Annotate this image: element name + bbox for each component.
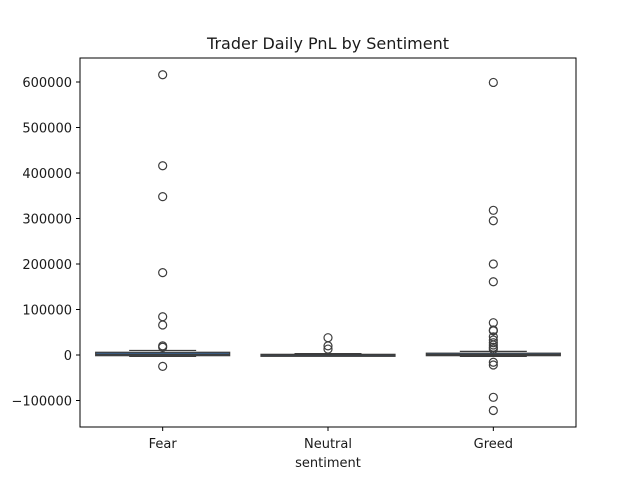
x-tick-label: Neutral <box>304 437 352 452</box>
outlier-point <box>488 405 498 416</box>
outlier-point <box>323 341 333 351</box>
x-axis-label: sentiment <box>295 456 361 471</box>
outlier-point <box>488 360 498 370</box>
outlier-point <box>488 77 498 88</box>
outlier-point <box>488 340 498 350</box>
chart-title: Trader Daily PnL by Sentiment <box>206 34 449 53</box>
y-axis: −100000 0 100000 200000 300000 400000 500000 60… <box>11 76 80 410</box>
y-tick-label: 0 <box>64 349 72 364</box>
outlier-point <box>158 161 168 171</box>
x-tick-label: Greed <box>474 437 513 452</box>
outlier-point <box>158 312 168 322</box>
plot-frame <box>79 57 577 428</box>
y-tick-label: −100000 <box>11 395 72 410</box>
box-fear <box>95 70 231 371</box>
outlier-point <box>158 320 168 330</box>
y-tick-label: 400000 <box>22 167 72 182</box>
outlier-point <box>488 392 498 402</box>
outlier-point <box>488 259 498 269</box>
outlier-point <box>158 192 168 202</box>
y-tick-label: 600000 <box>22 76 72 91</box>
box-neutral <box>260 333 396 357</box>
outlier-point <box>488 344 498 354</box>
x-tick-label: Fear <box>149 437 178 452</box>
outlier-point <box>323 344 333 354</box>
outlier-point <box>488 335 498 345</box>
y-tick-label: 300000 <box>22 213 72 228</box>
outlier-point <box>488 357 498 367</box>
box-greed <box>425 77 561 416</box>
y-tick-label: 100000 <box>22 304 72 319</box>
outlier-point <box>488 277 498 287</box>
outlier-point <box>488 326 498 336</box>
x-axis: Fear Neutral Greed <box>149 427 513 452</box>
outlier-point <box>158 361 168 371</box>
outlier-point <box>158 342 168 352</box>
outlier-point <box>323 333 333 343</box>
outlier-point <box>158 70 168 80</box>
box-series <box>95 70 561 416</box>
y-tick-label: 200000 <box>22 258 72 273</box>
outlier-point <box>488 216 498 226</box>
outlier-point <box>488 338 498 348</box>
outlier-point <box>488 205 498 215</box>
y-tick-label: 500000 <box>22 122 72 137</box>
outlier-point <box>158 268 168 278</box>
